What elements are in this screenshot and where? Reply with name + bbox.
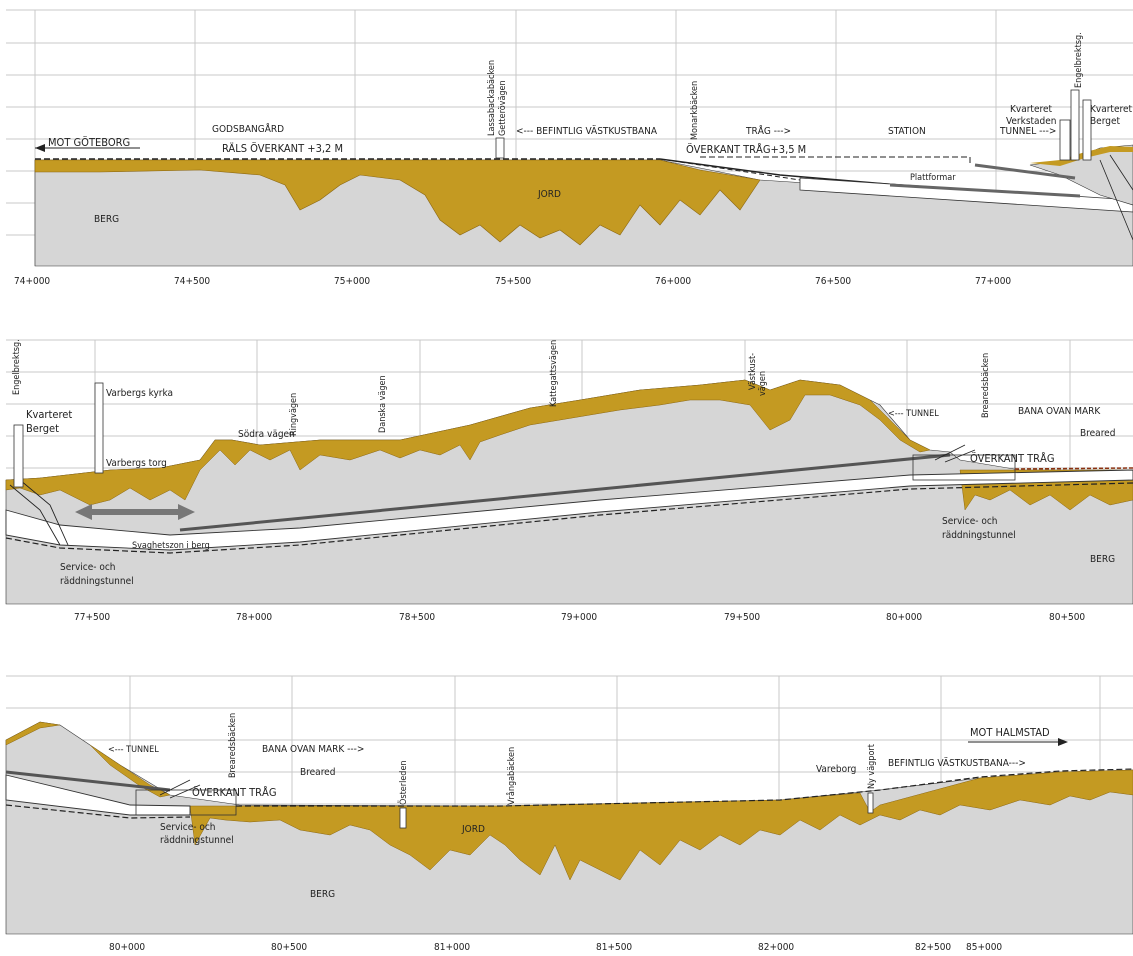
tick-label: 78+500 [399, 612, 435, 623]
panel-3-ticks: 80+000 80+500 81+000 81+500 82+000 82+50… [109, 942, 1002, 953]
panel-1-ticks: 74+000 74+500 75+000 75+500 76+000 76+50… [14, 276, 1011, 287]
label-breared: Breared [1080, 428, 1115, 439]
label-vrangabacken: Vrångabäcken [506, 747, 517, 805]
label-service-2: räddningstunnel [160, 835, 234, 846]
label-kv-berget-1: Kvarteret [1090, 104, 1133, 115]
label-kv-berget-1: Kvarteret [26, 408, 72, 421]
label-breared: Breared [300, 767, 335, 778]
tick-label: 79+000 [561, 612, 597, 623]
label-overkant-trag: ÖVERKANT TRÅG+3,5 M [686, 143, 806, 156]
panel-2-ticks: 77+500 78+000 78+500 79+000 79+500 80+00… [74, 612, 1085, 623]
label-kv-berget-2: Berget [26, 422, 59, 435]
label-varbergs-kyrka: Varbergs kyrka [106, 388, 173, 399]
label-ringvagen: Ringvägen [289, 393, 299, 436]
label-tunnel: <--- TUNNEL [108, 745, 159, 755]
tick-label: 76+000 [655, 276, 691, 287]
label-berg: BERG [1090, 554, 1115, 565]
tick-label: 80+000 [109, 942, 145, 953]
tick-label: 75+000 [334, 276, 370, 287]
label-tunnel: TUNNEL ---> [999, 126, 1056, 137]
label-tunnel: <--- TUNNEL [888, 409, 939, 419]
tick-label: 76+500 [815, 276, 851, 287]
tick-label: 85+000 [966, 942, 1002, 953]
label-svaghetszon: Svaghetszon i berg [132, 541, 210, 551]
tick-label: 81+000 [434, 942, 470, 953]
label-brearedsbacken: Brearedsbäcken [228, 713, 238, 778]
label-ny-vagport: Ny vägport [867, 744, 877, 789]
label-station: STATION [888, 126, 926, 137]
tick-label: 74+500 [174, 276, 210, 287]
panel-3: <--- TUNNEL Brearedsbäcken BANA OVAN MAR… [5, 675, 1133, 953]
label-service-2: räddningstunnel [60, 576, 134, 587]
tick-label: 75+500 [495, 276, 531, 287]
label-rals-overkant: RÄLS ÖVERKANT +3,2 M [222, 142, 343, 155]
tick-label: 79+500 [724, 612, 760, 623]
label-osterleden: Österleden [398, 760, 409, 805]
label-befintlig-vastkustbana: BEFINTLIG VÄSTKUSTBANA---> [888, 756, 1026, 769]
label-berg: BERG [310, 889, 335, 900]
tick-label: 81+500 [596, 942, 632, 953]
label-berg: BERG [94, 214, 119, 225]
label-service-right-2: räddningstunnel [942, 530, 1016, 541]
tick-label: 80+500 [1049, 612, 1085, 623]
panel-2-tunnel [5, 469, 1133, 551]
panel-2-jord [5, 379, 931, 506]
label-jord: JORD [537, 189, 561, 200]
panel-1-jord [34, 159, 761, 246]
tick-label: 80+000 [886, 612, 922, 623]
label-kv-verkstaden-2: Verkstaden [1006, 116, 1057, 127]
label-lassabackabacken: Lassabackabäcken [487, 60, 497, 136]
label-getterovagen: Getterövägen [498, 80, 508, 136]
label-kv-verkstaden-1: Kvarteret [1010, 104, 1053, 115]
tick-label: 77+000 [975, 276, 1011, 287]
label-service-right-1: Service- och [942, 516, 998, 527]
label-brearedsbacken: Brearedsbäcken [981, 353, 991, 418]
panel-3-jord [189, 769, 1133, 881]
label-vareborg: Vareborg [816, 764, 856, 775]
label-befintlig-vastkustbana: <--- BEFINTLIG VÄSTKUSTBANA [516, 124, 658, 137]
panel-2: Engelbrektsg. Kvarteret Berget Varbergs … [5, 339, 1133, 623]
label-vastkustvagen-1: Västkust- [748, 353, 758, 390]
tick-label: 77+500 [74, 612, 110, 623]
label-varbergs-torg: Varbergs torg [106, 458, 167, 469]
label-bana-ovan-mark: BANA OVAN MARK [1018, 406, 1101, 417]
label-engelbrektsg: Engelbrektsg. [12, 339, 22, 395]
tick-label: 78+000 [236, 612, 272, 623]
label-sodra-vagen: Södra vägen [238, 429, 295, 440]
label-vastkustvagen-2: vägen [758, 371, 768, 396]
tick-label: 82+000 [758, 942, 794, 953]
label-godsbangard: GODSBANGÅRD [212, 122, 284, 135]
label-danska-vagen: Danska vägen [378, 375, 388, 433]
label-kattegattsvagen: Kattegattsvägen [549, 340, 559, 407]
tick-label: 74+000 [14, 276, 50, 287]
label-engelbrektsg: Engelbrektsg. [1074, 32, 1084, 88]
label-trag: TRÅG ---> [745, 124, 791, 137]
label-mot-halmstad: MOT HALMSTAD [970, 726, 1050, 739]
label-jord: JORD [461, 824, 485, 835]
label-monarkbacken: Monarkbäcken [690, 81, 700, 140]
label-overkant-trag: ÖVERKANT TRÅG [192, 786, 277, 799]
label-mot-goteborg: MOT GÖTEBORG [48, 136, 130, 149]
tick-label: 82+500 [915, 942, 951, 953]
label-overkant-trag: ÖVERKANT TRÅG [970, 452, 1055, 465]
label-plattformar: Plattformar [910, 173, 956, 183]
tick-label: 80+500 [271, 942, 307, 953]
label-bana-ovan-mark: BANA OVAN MARK ---> [262, 744, 364, 755]
panel-1: MOT GÖTEBORG GODSBANGÅRD RÄLS ÖVERKANT +… [6, 9, 1133, 287]
label-service-1: Service- och [60, 562, 116, 573]
label-service-1: Service- och [160, 822, 216, 833]
label-kv-berget-2: Berget [1090, 116, 1120, 127]
